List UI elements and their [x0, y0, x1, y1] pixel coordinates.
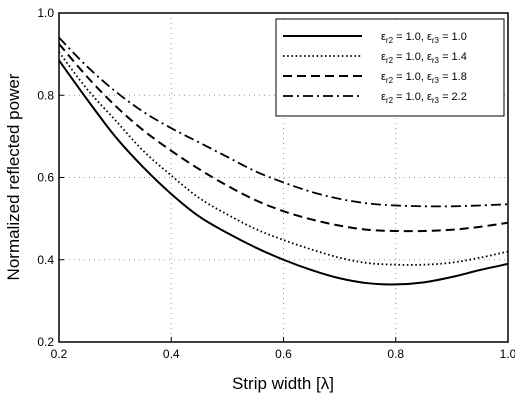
x-tick-label: 0.2 — [51, 347, 68, 361]
x-tick-label: 0.4 — [163, 347, 180, 361]
y-tick-label: 0.4 — [37, 253, 54, 267]
x-tick-labels: 0.2 0.4 0.6 0.8 1.0 — [51, 347, 515, 361]
x-tick-label: 1.0 — [500, 347, 515, 361]
series-line-3 — [58, 43, 509, 233]
legend-entry-label: εr2 = 1.0, εr3 = 1.4 — [381, 51, 467, 65]
y-axis-title: Normalized reflected power — [4, 73, 23, 280]
legend-box — [275, 18, 505, 117]
y-tick-labels: 0.2 0.4 0.6 0.8 1.0 — [37, 6, 54, 349]
legend-entry-label: εr2 = 1.0, εr3 = 1.0 — [381, 31, 467, 45]
y-tick-label: 1.0 — [37, 6, 54, 20]
x-tick-label: 0.6 — [275, 347, 292, 361]
y-tick-label: 0.8 — [37, 88, 54, 102]
legend-entry-label: εr2 = 1.0, εr3 = 2.2 — [381, 91, 467, 105]
series-line-1 — [58, 59, 509, 286]
series-line-4 — [58, 37, 509, 208]
axis-ticks — [58, 12, 509, 343]
y-tick-label: 0.2 — [37, 335, 54, 349]
legend: εr2 = 1.0, εr3 = 1.0 εr2 = 1.0, εr3 = 1.4… — [275, 18, 505, 117]
y-tick-label: 0.6 — [37, 171, 54, 185]
legend-entry-label: εr2 = 1.0, εr3 = 1.8 — [381, 71, 467, 85]
series-lines — [58, 37, 509, 286]
series-line-2 — [58, 51, 509, 266]
x-tick-label: 0.8 — [387, 347, 404, 361]
x-axis-title: Strip width [λ] — [232, 374, 334, 393]
